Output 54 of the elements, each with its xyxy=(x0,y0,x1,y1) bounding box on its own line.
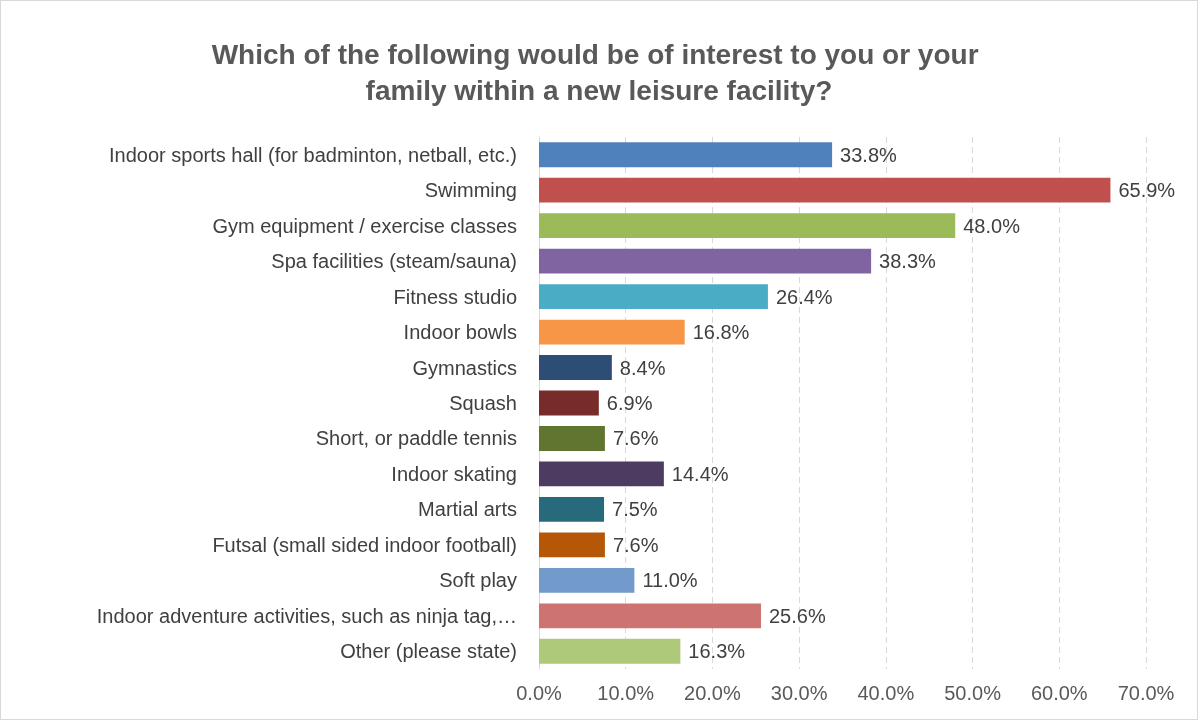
data-label: 26.4% xyxy=(775,285,833,308)
bar xyxy=(539,284,768,310)
bar xyxy=(539,532,605,558)
x-tick-label: 30.0% xyxy=(770,682,828,704)
bar xyxy=(539,603,761,629)
data-label: 65.9% xyxy=(1118,179,1176,202)
y-tick-label: Other (please state) xyxy=(340,640,517,663)
y-tick-label: Squash xyxy=(449,392,517,414)
bar xyxy=(539,567,635,593)
data-label: 14.4% xyxy=(671,462,729,485)
bar xyxy=(539,496,605,522)
data-label: 48.0% xyxy=(963,214,1021,237)
y-tick-label: Short, or paddle tennis xyxy=(315,427,517,450)
data-label: 8.4% xyxy=(619,356,666,379)
y-tick-label: Martial arts xyxy=(418,498,517,521)
bar xyxy=(539,248,872,274)
y-tick-label: Indoor sports hall (for badminton, netball, etc.) xyxy=(109,143,517,166)
data-label: 7.6% xyxy=(612,533,659,556)
data-label: 6.9% xyxy=(606,392,653,414)
y-tick-label: Gymnastics xyxy=(412,356,517,379)
data-label: 33.8% xyxy=(840,143,898,166)
x-tick-label: 40.0% xyxy=(857,682,915,704)
bar xyxy=(539,319,685,345)
y-tick-label: Indoor adventure activities, such as ninja tag,… xyxy=(96,604,517,627)
data-label: 7.5% xyxy=(612,498,658,521)
bar xyxy=(539,426,605,451)
data-label: 11.0% xyxy=(642,569,698,592)
bar xyxy=(539,638,681,664)
x-tick-label: 50.0% xyxy=(944,682,1002,704)
y-tick-label: Soft play xyxy=(439,569,517,592)
y-tick-label: Swimming xyxy=(424,179,517,202)
bar xyxy=(539,461,664,487)
x-tick-label: 0.0% xyxy=(516,682,563,704)
bar xyxy=(539,390,599,416)
y-tick-label: Gym equipment / exercise classes xyxy=(212,214,517,237)
x-tick-label: 70.0% xyxy=(1117,682,1175,704)
data-label: 38.3% xyxy=(879,250,937,273)
bar xyxy=(539,355,612,380)
x-tick-label: 60.0% xyxy=(1030,682,1088,704)
y-tick-label: Spa facilities (steam/sauna) xyxy=(271,250,517,273)
x-tick-label: 10.0% xyxy=(597,682,655,704)
bar xyxy=(539,177,1111,203)
chart-title: Which of the following would be of interest to you or your family within a new leisure facility? xyxy=(211,38,987,106)
y-tick-label: Fitness studio xyxy=(393,285,517,308)
data-label: 16.8% xyxy=(692,321,750,344)
y-tick-label: Indoor skating xyxy=(391,462,517,485)
y-tick-label: Futsal (small sided indoor football) xyxy=(212,533,517,556)
x-tick-label: 20.0% xyxy=(684,682,741,704)
bar xyxy=(539,213,956,239)
data-label: 16.3% xyxy=(688,640,746,663)
data-label: 7.6% xyxy=(612,427,659,450)
y-tick-label: Indoor bowls xyxy=(403,321,517,344)
bar xyxy=(539,142,833,168)
data-label: 25.6% xyxy=(768,604,826,627)
